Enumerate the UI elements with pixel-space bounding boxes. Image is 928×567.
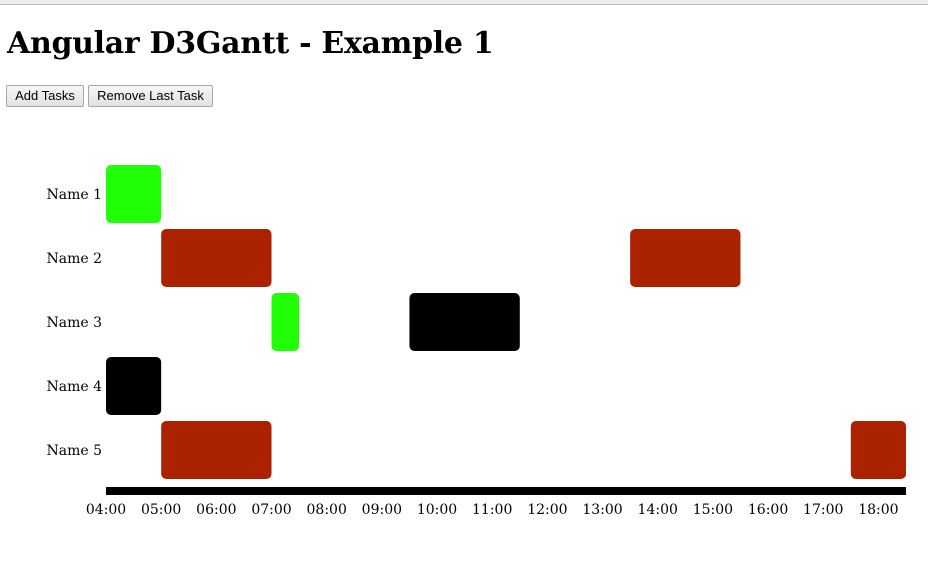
x-tick-label: 06:00 (196, 502, 236, 518)
x-tick-label: 04:00 (86, 502, 126, 518)
x-tick-label: 12:00 (527, 502, 567, 518)
x-tick-label: 05:00 (141, 502, 181, 518)
add-tasks-button[interactable]: Add Tasks (6, 85, 84, 107)
task-bar (409, 293, 520, 351)
x-tick-label: 11:00 (472, 502, 512, 518)
row-label: Name 1 (46, 187, 102, 203)
x-tick-label: 09:00 (362, 502, 402, 518)
remove-last-task-button[interactable]: Remove Last Task (88, 85, 213, 107)
row-label: Name 3 (46, 315, 102, 331)
page-title: Angular D3Gantt - Example 1 (7, 26, 494, 61)
row-label: Name 2 (46, 251, 102, 267)
row-label: Name 4 (46, 379, 102, 395)
x-tick-label: 07:00 (251, 502, 291, 518)
task-bar (271, 293, 300, 351)
x-axis-line (106, 487, 906, 495)
x-tick-label: 14:00 (638, 502, 678, 518)
x-tick-label: 10:00 (417, 502, 457, 518)
x-tick-label: 18:00 (858, 502, 898, 518)
task-bar (106, 165, 162, 223)
x-tick-label: 08:00 (307, 502, 347, 518)
task-bar (630, 229, 741, 287)
task-bar (161, 421, 272, 479)
task-bar (106, 357, 162, 415)
task-bar (161, 229, 272, 287)
x-tick-label: 17:00 (803, 502, 843, 518)
x-tick-label: 16:00 (748, 502, 788, 518)
task-bar (850, 421, 906, 479)
browser-top-border (0, 0, 928, 5)
row-label: Name 5 (46, 443, 102, 459)
x-tick-label: 15:00 (693, 502, 733, 518)
x-tick-label: 13:00 (582, 502, 622, 518)
